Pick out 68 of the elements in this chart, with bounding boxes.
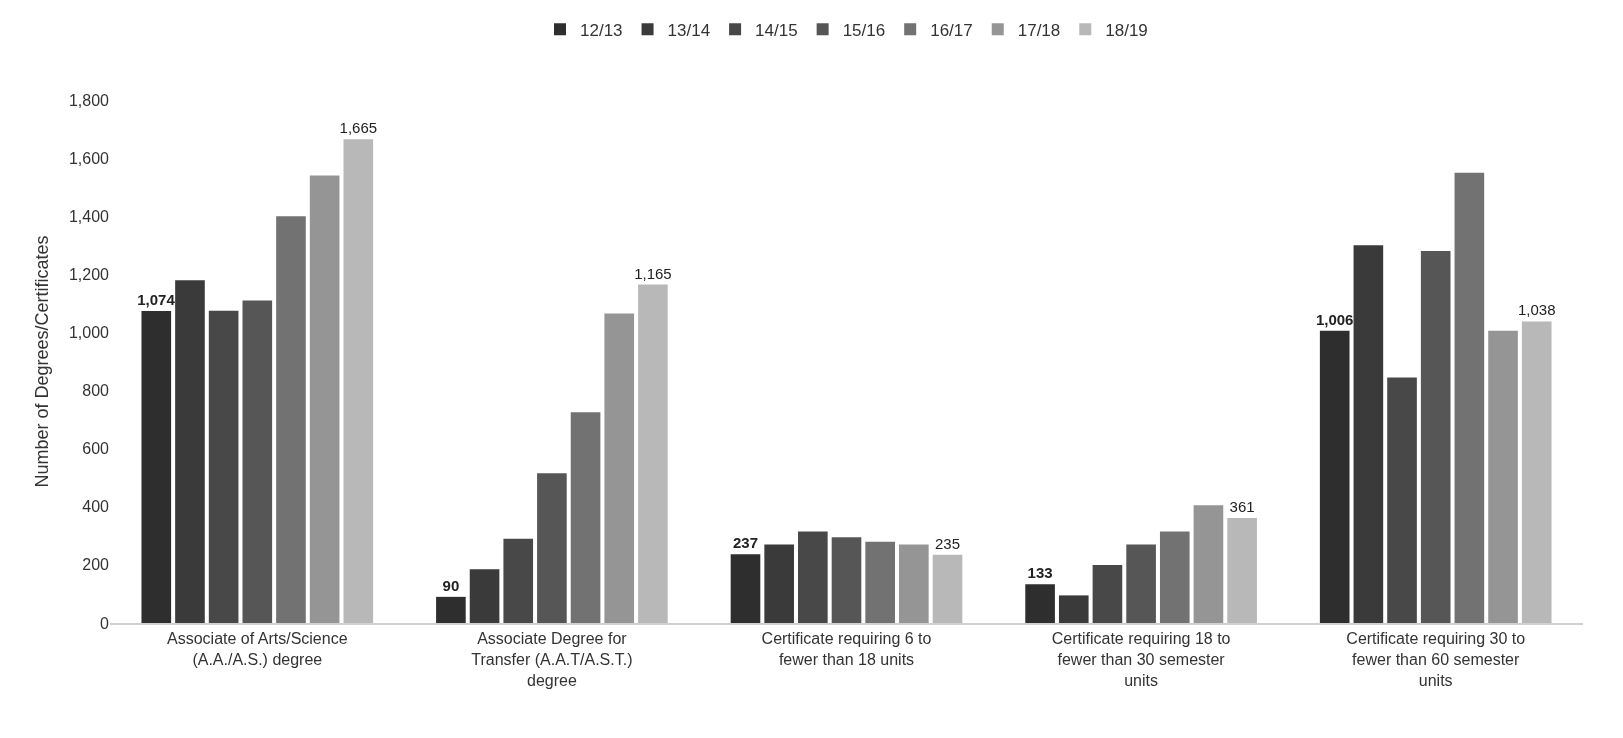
legend-label: 16/17 [930, 20, 973, 40]
y-tick-label: 1,200 [68, 265, 110, 283]
bar [175, 280, 205, 623]
bar [1488, 330, 1518, 623]
data-label: 235 [934, 534, 961, 552]
bar [469, 569, 500, 623]
bar [242, 300, 273, 623]
bar [1227, 518, 1257, 623]
bar [798, 531, 828, 623]
bar [276, 216, 306, 623]
data-label: 237 [732, 534, 759, 552]
bar [309, 175, 340, 623]
bar [570, 412, 601, 623]
data-label: 1,165 [634, 264, 672, 282]
bar [638, 284, 668, 623]
legend-label: 12/13 [580, 20, 623, 40]
bar [1387, 377, 1417, 623]
bar [831, 537, 862, 623]
data-label: 133 [1027, 564, 1053, 582]
bar [1454, 172, 1485, 623]
bar [1521, 321, 1552, 623]
bar [141, 310, 172, 623]
data-label: 1,006 [1315, 310, 1354, 328]
data-label: 361 [1229, 498, 1255, 516]
bar [503, 538, 534, 623]
bar [604, 313, 635, 623]
y-tick-label: 1,800 [68, 91, 110, 109]
data-label: 1,038 [1517, 301, 1556, 319]
bar [932, 554, 963, 623]
y-tick-label: 0 [100, 614, 110, 632]
y-axis-title: Number of Degrees/Certificates [32, 235, 53, 488]
bar [208, 310, 239, 623]
x-tick-label: Certificate requiring 18 to fewer than 30 semester units [1051, 630, 1231, 689]
bar [436, 596, 466, 623]
data-label: 90 [442, 576, 460, 594]
x-tick-label: Certificate requiring 30 to fewer than 60 semester units [1346, 630, 1526, 689]
y-tick-label: 1,400 [68, 207, 110, 225]
bar [865, 541, 895, 623]
bar [1353, 245, 1384, 623]
x-tick-label: Associate Degree for Transfer (A.A.T/A.S.T.) degree [471, 630, 633, 689]
legend-label: 17/18 [1017, 20, 1061, 40]
y-tick-label: 1,000 [68, 324, 110, 342]
x-tick-label: Associate of Arts/Science (A.A./A.S.) degree [167, 630, 348, 668]
legend-label: 18/19 [1105, 20, 1148, 40]
legend-label: 15/16 [842, 20, 886, 40]
y-tick-label: 400 [82, 498, 110, 516]
bar [1126, 544, 1156, 623]
legend-label: 14/15 [755, 20, 798, 40]
bar [1420, 251, 1451, 623]
bar [1025, 584, 1055, 623]
bar [1193, 505, 1224, 623]
data-label: 1,665 [339, 119, 378, 137]
bar [1159, 531, 1190, 623]
bar [1092, 564, 1123, 623]
y-tick-label: 800 [82, 382, 110, 400]
bar [730, 554, 761, 623]
bar [764, 544, 794, 623]
y-tick-label: 200 [82, 556, 110, 574]
bar [343, 139, 374, 623]
legend-label: 13/14 [667, 20, 711, 40]
x-tick-label: Certificate requiring 6 to fewer than 18 units [761, 630, 932, 668]
y-tick-label: 1,600 [68, 149, 110, 167]
bar [1319, 330, 1350, 623]
bar [1058, 595, 1089, 623]
y-tick-label: 600 [82, 440, 110, 458]
bar [537, 473, 567, 623]
data-label: 1,074 [137, 290, 176, 308]
bar [899, 544, 929, 623]
